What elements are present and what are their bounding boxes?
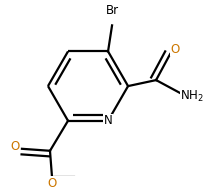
Text: N: N [104, 114, 112, 127]
Text: Br: Br [106, 4, 119, 17]
Text: NH$_2$: NH$_2$ [180, 89, 204, 104]
Text: O: O [170, 43, 180, 56]
Text: O: O [47, 177, 57, 189]
Text: O: O [10, 140, 20, 153]
